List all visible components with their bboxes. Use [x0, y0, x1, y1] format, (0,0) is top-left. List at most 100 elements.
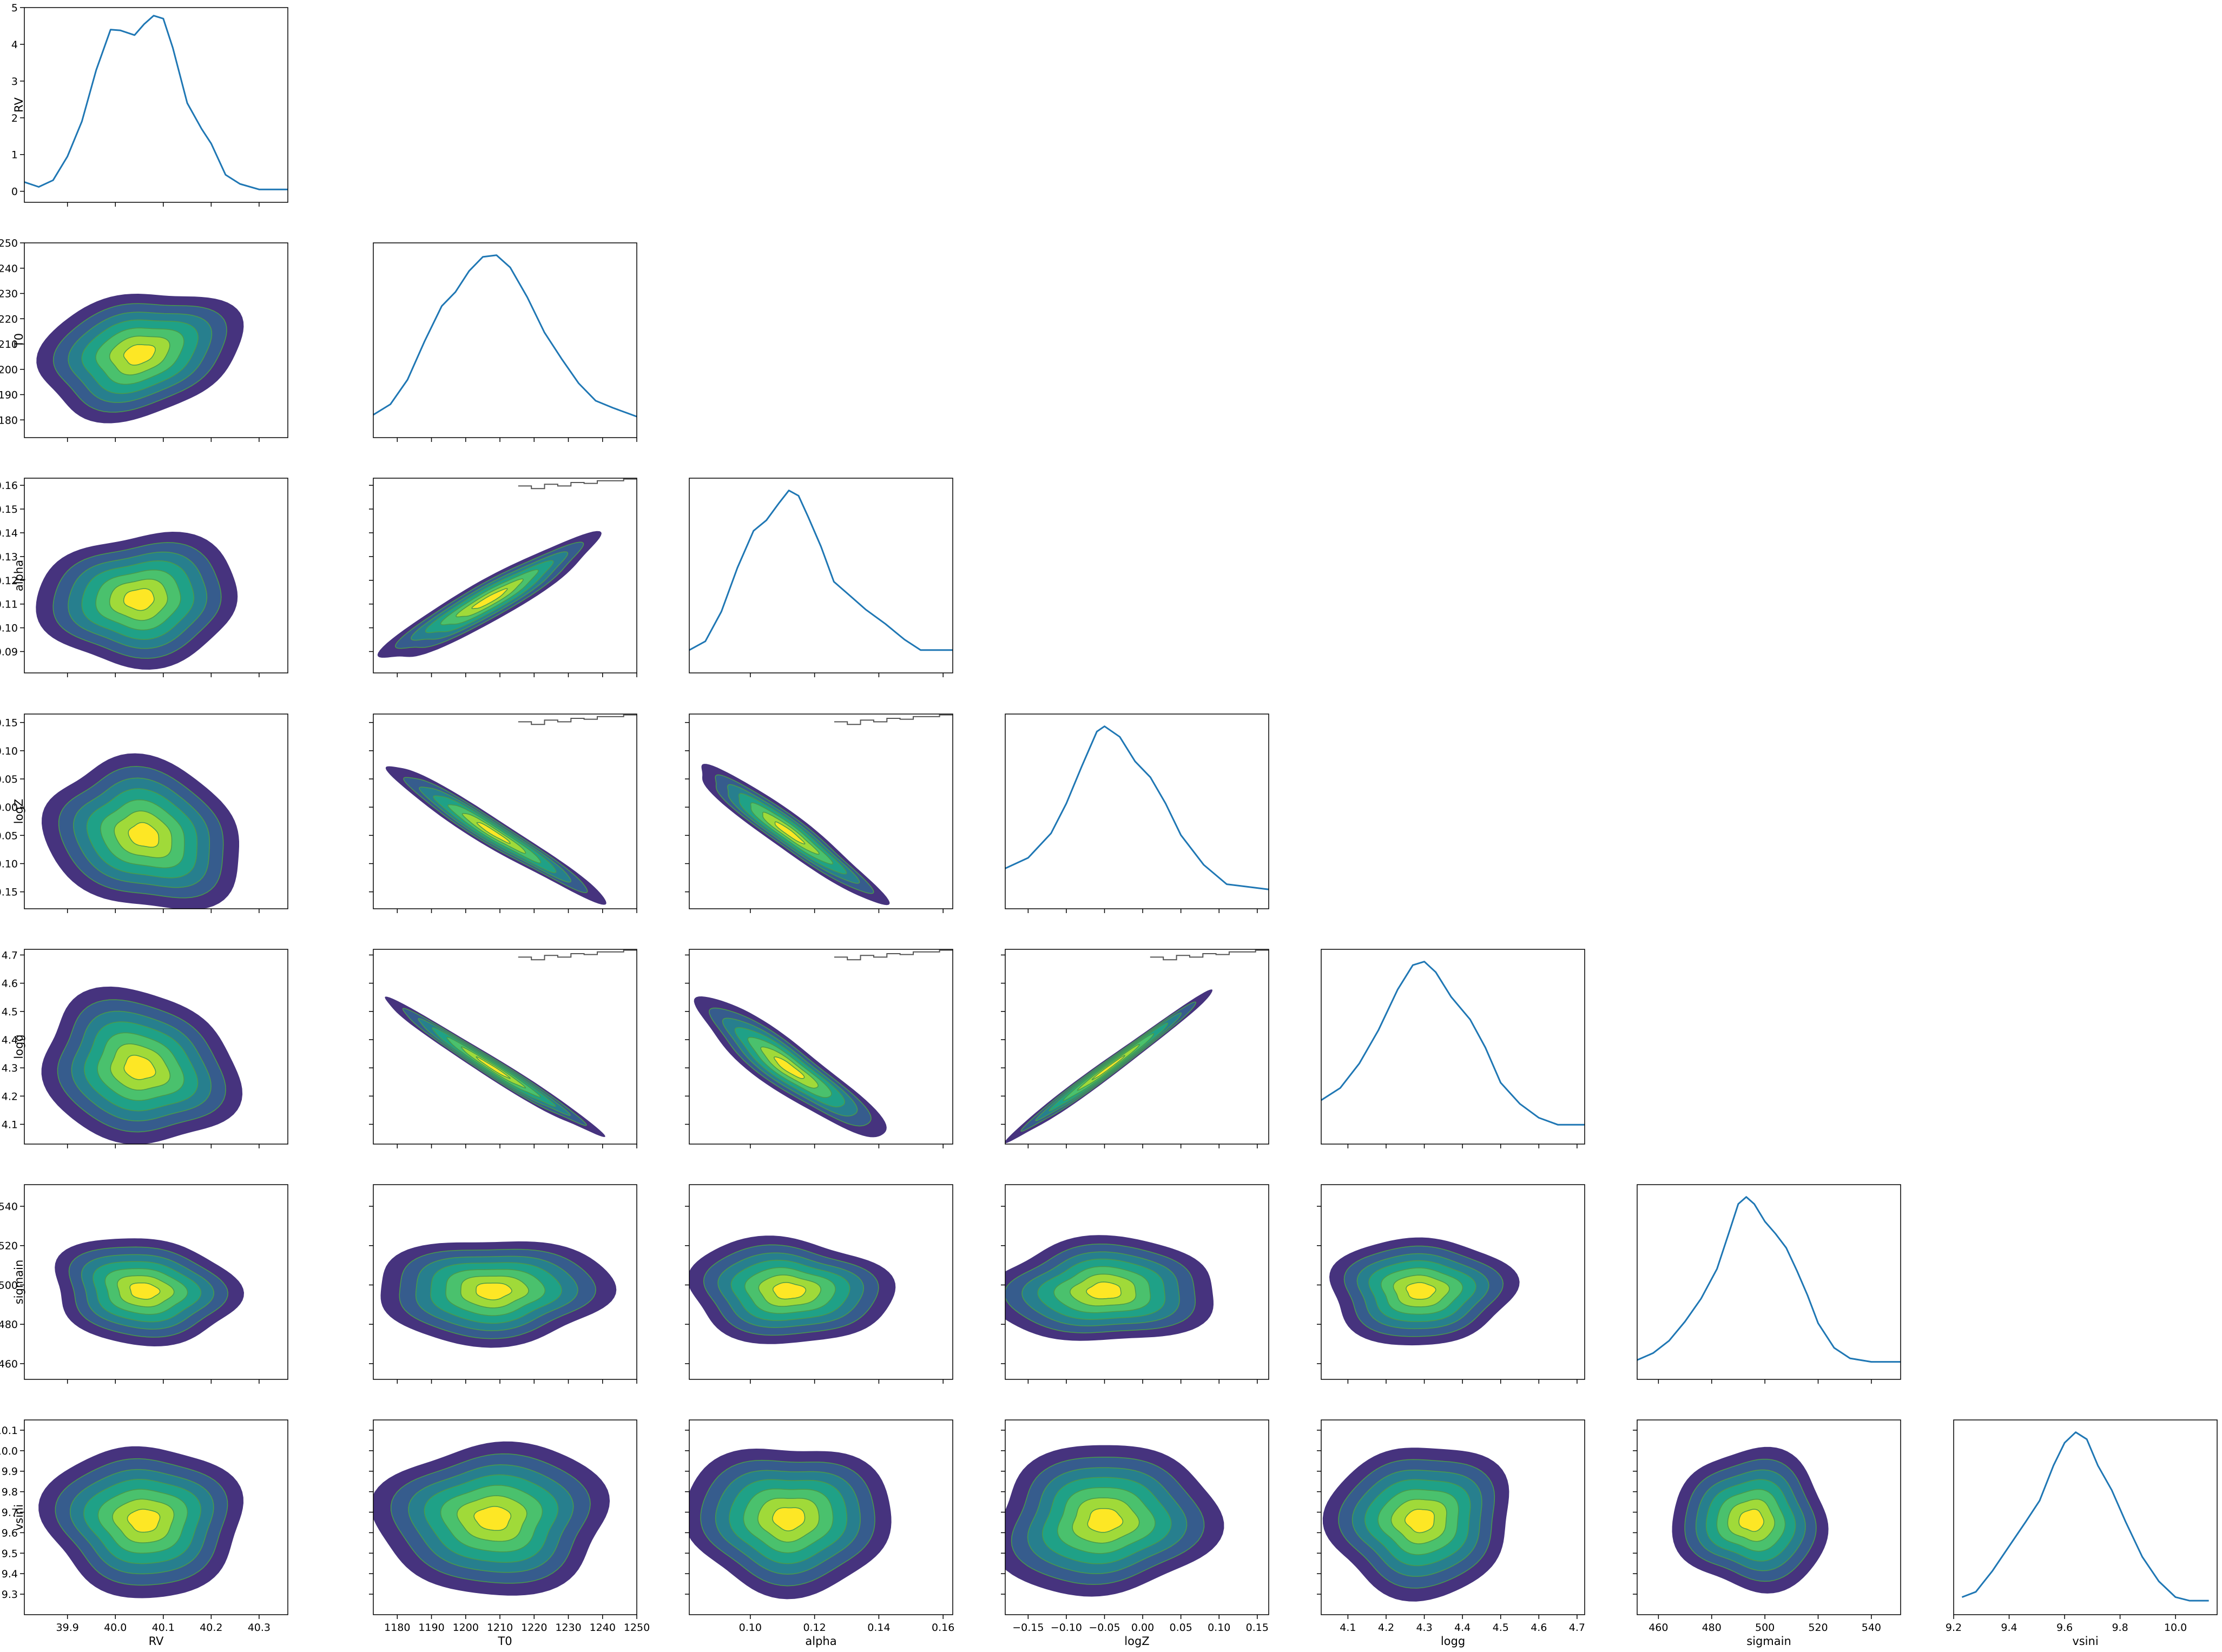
x-tick-label: 4.7	[1569, 1622, 1585, 1634]
y-tick-label: 0.09	[0, 646, 18, 658]
x-tick-label: 500	[1755, 1622, 1775, 1634]
contour-level-7	[1738, 1509, 1764, 1532]
contour-level-7	[1087, 1508, 1124, 1533]
joint-kde-T0-alpha	[377, 478, 637, 658]
panel-frame-logZ-alpha	[689, 713, 953, 909]
contour-level-7	[772, 1507, 806, 1531]
y-tick-label: 480	[0, 1319, 18, 1331]
y-tick-label: 0.12	[0, 575, 18, 587]
x-tick-label: 4.2	[1378, 1622, 1394, 1634]
x-tick-label: 0.12	[803, 1622, 826, 1634]
y-tick-label: 0.16	[0, 480, 18, 492]
contour-level-7	[128, 822, 160, 848]
y-tick-label: 9.8	[2, 1486, 18, 1498]
contour-level-7	[1086, 1281, 1122, 1299]
y-tick-label: 3	[11, 76, 18, 88]
y-tick-label: 10.1	[0, 1425, 18, 1437]
joint-kde-alpha-vsini	[689, 1449, 892, 1600]
x-tick-label: 520	[1808, 1622, 1828, 1634]
contour-level-7	[1405, 1509, 1435, 1534]
x-tick-label: −0.05	[1089, 1622, 1120, 1634]
panel-frame-sigmain-alpha	[689, 1184, 953, 1380]
joint-kde-RV-T0	[36, 294, 244, 424]
y-tick-label: 1210	[0, 339, 18, 351]
joint-kde-logg-sigmain	[1329, 1237, 1520, 1346]
y-tick-label: 9.9	[2, 1466, 18, 1478]
joint-kde-logZ-vsini	[1005, 1445, 1224, 1597]
contour-level-7	[129, 1282, 161, 1300]
x-tick-label: 0.14	[867, 1622, 890, 1634]
panel-frame-T0-RV	[24, 242, 288, 438]
panel-frame-logg-logg	[1321, 949, 1585, 1145]
y-tick-label: 1190	[0, 389, 18, 401]
y-tick-label: 4	[11, 39, 18, 51]
x-axis-label-logZ: logZ	[1124, 1635, 1149, 1648]
joint-kde-T0-vsini	[373, 1441, 610, 1596]
x-tick-label: −0.15	[1012, 1622, 1044, 1634]
y-tick-label: 500	[0, 1279, 18, 1291]
kde-line-logg	[1321, 961, 1585, 1126]
contour-level-7	[123, 588, 155, 611]
boundary-line	[518, 714, 637, 725]
x-tick-label: 1200	[453, 1622, 479, 1634]
y-tick-label: 0.14	[0, 527, 18, 539]
x-tick-label: 4.3	[1416, 1622, 1432, 1634]
y-tick-label: 4.7	[2, 949, 18, 961]
y-tick-label: −0.15	[0, 887, 18, 898]
panel-frame-sigmain-RV	[24, 1184, 288, 1380]
kde-line-alpha	[689, 490, 953, 651]
panel-frame-alpha-alpha	[689, 478, 953, 673]
x-tick-label: 40.2	[200, 1622, 222, 1634]
panel-frame-vsini-T0	[373, 1419, 637, 1615]
y-tick-label: 9.7	[2, 1507, 18, 1519]
x-axis-label-logg: logg	[1441, 1635, 1465, 1648]
y-axis-label-logZ: logZ	[12, 799, 25, 824]
y-tick-label: 2	[11, 113, 18, 124]
y-tick-label: 4.4	[2, 1034, 18, 1046]
x-tick-label: 0.16	[932, 1622, 954, 1634]
joint-kde-RV-vsini	[38, 1446, 243, 1598]
y-tick-label: 520	[0, 1240, 18, 1252]
y-tick-label: 1	[11, 149, 18, 161]
panel-frame-vsini-vsini	[1953, 1419, 2218, 1615]
y-tick-label: 0.00	[0, 802, 18, 814]
x-axis-label-RV: RV	[149, 1635, 164, 1648]
boundary-line	[1150, 949, 1269, 961]
x-axis-label-vsini: vsini	[2072, 1635, 2098, 1648]
y-tick-label: 1220	[0, 313, 18, 325]
panel-frame-vsini-alpha	[689, 1419, 953, 1615]
x-tick-label: 4.6	[1531, 1622, 1547, 1634]
x-tick-label: 9.6	[2056, 1622, 2073, 1634]
panel-frame-sigmain-T0	[373, 1184, 637, 1380]
x-tick-label: 0.00	[1131, 1622, 1154, 1634]
x-tick-label: 0.05	[1170, 1622, 1192, 1634]
y-axis-label-RV: RV	[12, 97, 25, 112]
y-axis-label-sigmain: sigmain	[12, 1260, 25, 1305]
y-tick-label: 9.5	[2, 1548, 18, 1560]
y-tick-label: 4.5	[2, 1006, 18, 1018]
x-tick-label: 1240	[590, 1622, 616, 1634]
panel-frame-logg-logZ	[1005, 949, 1269, 1145]
joint-kde-RV-sigmain	[55, 1238, 244, 1346]
panel-frame-logg-alpha	[689, 949, 953, 1145]
kde-line-RV	[24, 15, 288, 190]
panel-frame-alpha-T0	[373, 478, 637, 673]
panel-frame-logZ-T0	[373, 713, 637, 909]
joint-kde-RV-logg	[41, 986, 243, 1144]
y-tick-label: −0.05	[0, 830, 18, 842]
joint-kde-T0-sigmain	[380, 1241, 617, 1348]
y-tick-label: 0.15	[0, 504, 18, 516]
joint-kde-alpha-logZ	[701, 714, 953, 906]
y-tick-label: 1200	[0, 364, 18, 376]
y-tick-label: 10.0	[0, 1445, 18, 1457]
x-tick-label: 40.3	[248, 1622, 271, 1634]
y-tick-label: 0.10	[0, 623, 18, 635]
y-tick-label: 0.11	[0, 599, 18, 611]
contour-level-7	[1091, 1055, 1125, 1080]
y-tick-label: 4.3	[2, 1062, 18, 1074]
y-tick-label: 4.1	[2, 1119, 18, 1131]
joint-kde-RV-alpha	[36, 532, 238, 670]
x-tick-label: 9.2	[1946, 1622, 1962, 1634]
contour-level-7	[123, 344, 156, 366]
y-axis-label-vsini: vsini	[12, 1504, 25, 1530]
